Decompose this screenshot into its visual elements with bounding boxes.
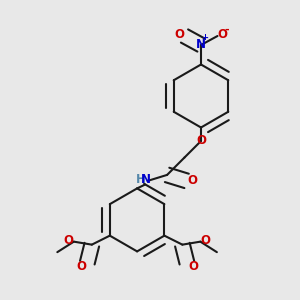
Text: H: H	[136, 173, 146, 186]
Text: -: -	[224, 25, 229, 35]
Text: O: O	[76, 260, 86, 273]
Text: O: O	[174, 28, 184, 41]
Text: N: N	[196, 38, 206, 52]
Text: O: O	[217, 28, 227, 41]
Text: +: +	[201, 33, 208, 42]
Text: O: O	[188, 260, 198, 273]
Text: O: O	[63, 234, 74, 247]
Text: N: N	[141, 173, 151, 186]
Text: O: O	[201, 234, 211, 247]
Text: O: O	[196, 134, 206, 148]
Text: O: O	[187, 174, 197, 188]
